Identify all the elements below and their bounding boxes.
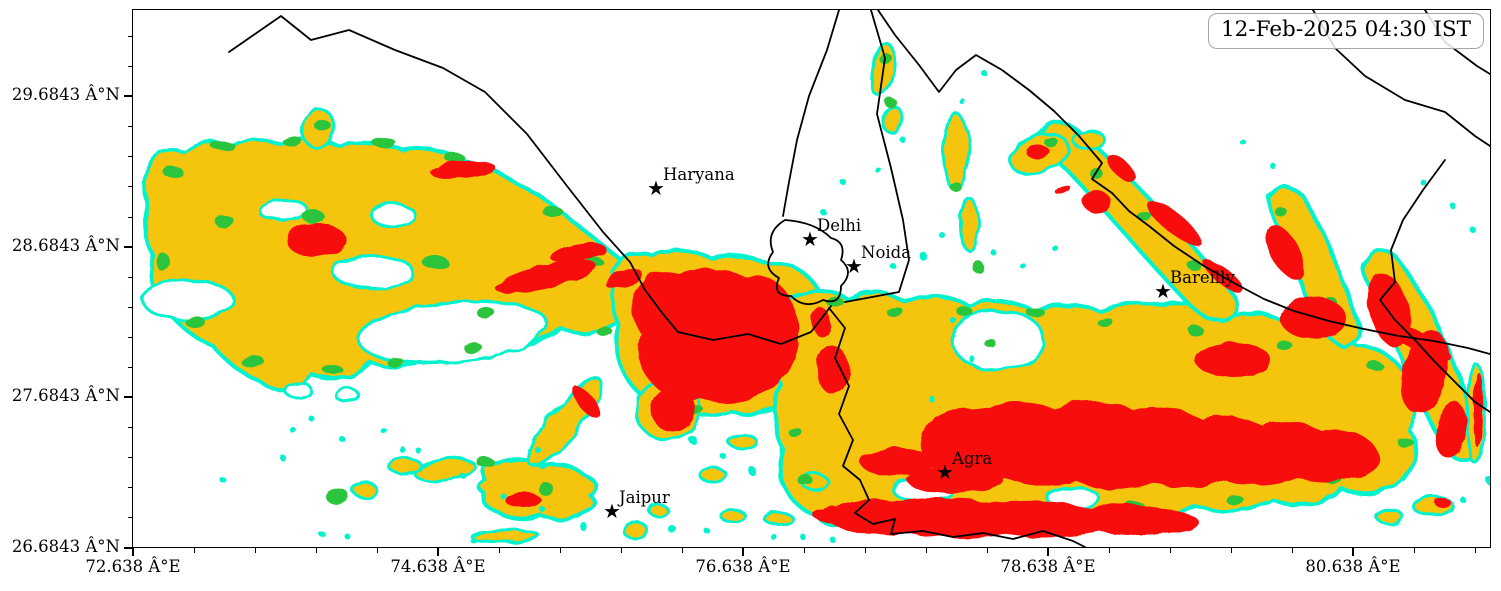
y-axis-minor-tick — [127, 456, 132, 458]
city-marker-star-icon: ★ — [936, 460, 954, 484]
x-axis-minor-tick — [1291, 548, 1293, 553]
x-axis-tick-label: 80.638 Â°E — [1305, 557, 1401, 576]
y-axis-major-tick — [124, 396, 132, 399]
x-axis-major-tick — [132, 548, 135, 556]
x-axis-minor-tick — [864, 548, 866, 553]
x-axis-minor-tick — [986, 548, 988, 553]
y-axis-minor-tick — [127, 65, 132, 67]
y-axis-major-tick — [124, 246, 132, 249]
x-axis-tick-label: 72.638 Â°E — [85, 557, 181, 576]
x-axis-minor-tick — [376, 548, 378, 553]
y-axis-minor-tick — [127, 216, 132, 218]
fog-map-canvas — [133, 10, 1490, 547]
x-axis-minor-tick — [315, 548, 317, 553]
y-axis-minor-tick — [127, 516, 132, 518]
y-axis-tick-label: 27.6843 Â°N — [11, 386, 120, 405]
x-axis-minor-tick — [1230, 548, 1232, 553]
city-marker-star-icon: ★ — [1154, 279, 1172, 303]
x-axis-minor-tick — [498, 548, 500, 553]
y-axis-tick-label: 26.6843 Â°N — [11, 537, 120, 556]
x-axis-minor-tick — [803, 548, 805, 553]
x-axis-minor-tick — [1413, 548, 1415, 553]
y-axis-major-tick — [124, 95, 132, 98]
y-axis-minor-tick — [127, 185, 132, 187]
x-axis-tick-label: 76.638 Â°E — [695, 557, 791, 576]
x-axis-tick-label: 74.638 Â°E — [390, 557, 486, 576]
y-axis-minor-tick — [127, 276, 132, 278]
x-axis-minor-tick — [254, 548, 256, 553]
x-axis-minor-tick — [559, 548, 561, 553]
city-marker-star-icon: ★ — [845, 254, 863, 278]
x-axis-major-tick — [742, 548, 745, 556]
timestamp-box: 12-Feb-2025 04:30 IST — [1207, 13, 1484, 49]
city-label: Haryana — [663, 165, 735, 184]
y-axis-major-tick — [124, 547, 132, 550]
timestamp-text: 12-Feb-2025 04:30 IST — [1220, 17, 1471, 42]
x-axis-tick-label: 78.638 Â°E — [1000, 557, 1096, 576]
city-label: Noida — [861, 243, 912, 262]
city-marker-star-icon: ★ — [801, 227, 819, 251]
x-axis-major-tick — [1352, 548, 1355, 556]
y-axis-minor-tick — [127, 35, 132, 37]
y-axis-minor-tick — [127, 306, 132, 308]
x-axis-minor-tick — [1474, 548, 1476, 553]
city-label: Agra — [952, 449, 993, 468]
city-marker-star-icon: ★ — [647, 176, 665, 200]
x-axis-minor-tick — [1169, 548, 1171, 553]
y-axis-tick-label: 29.6843 Â°N — [11, 85, 120, 104]
x-axis-major-tick — [1047, 548, 1050, 556]
y-axis-minor-tick — [127, 426, 132, 428]
x-axis-minor-tick — [620, 548, 622, 553]
x-axis-major-tick — [437, 548, 440, 556]
y-axis-minor-tick — [127, 486, 132, 488]
fog-layer — [141, 42, 1490, 544]
x-axis-minor-tick — [1108, 548, 1110, 553]
x-axis-minor-tick — [681, 548, 683, 553]
city-label: Jaipur — [619, 488, 670, 507]
y-axis-minor-tick — [127, 366, 132, 368]
y-axis-minor-tick — [127, 155, 132, 157]
y-axis-minor-tick — [127, 336, 132, 338]
city-label: Bareilly — [1170, 268, 1235, 287]
x-axis-minor-tick — [193, 548, 195, 553]
city-marker-star-icon: ★ — [603, 499, 621, 523]
x-axis-minor-tick — [925, 548, 927, 553]
map-plot-area: 12-Feb-2025 04:30 IST — [132, 9, 1491, 548]
y-axis-tick-label: 28.6843 Â°N — [11, 236, 120, 255]
city-label: Delhi — [817, 216, 862, 235]
y-axis-minor-tick — [127, 125, 132, 127]
